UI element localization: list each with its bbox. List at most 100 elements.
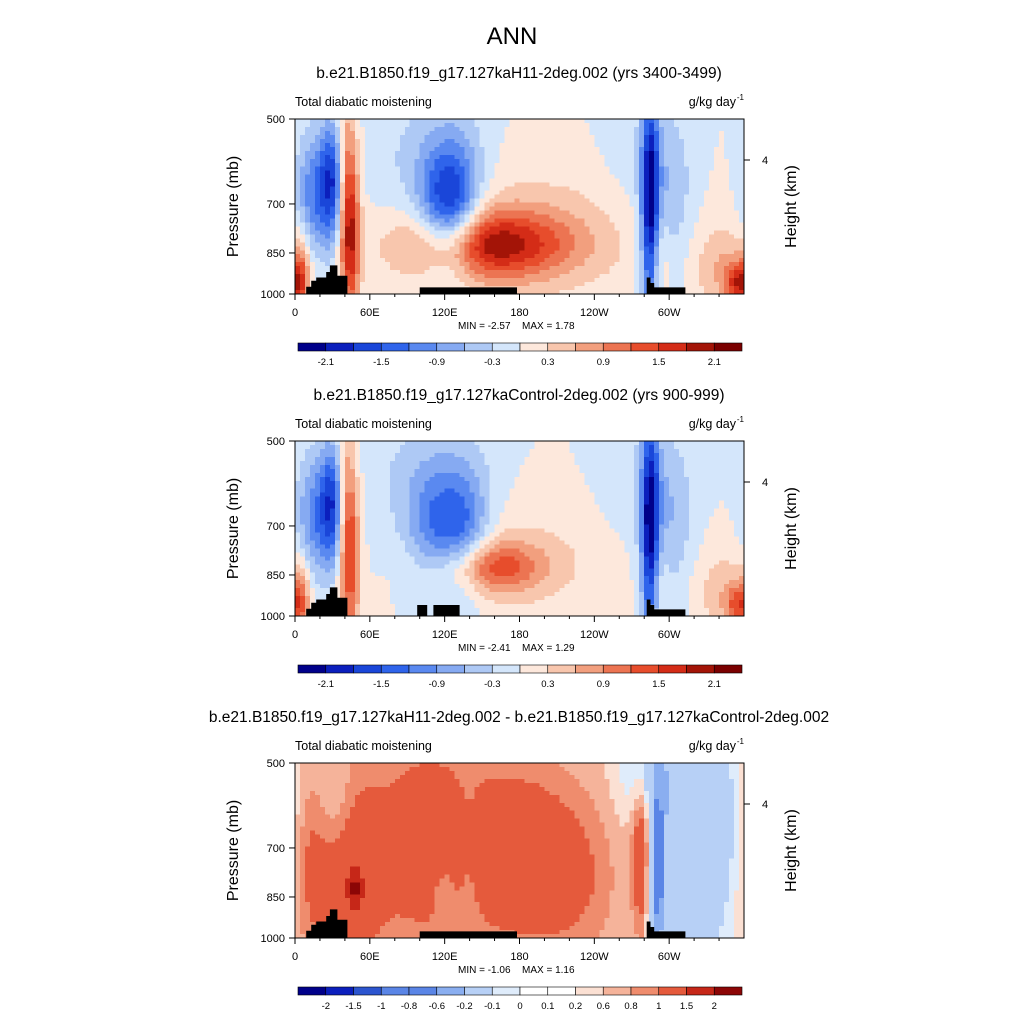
heatmap-cell xyxy=(579,190,585,196)
heatmap-cell xyxy=(619,226,625,231)
heatmap-cell xyxy=(649,190,655,196)
heatmap-cell xyxy=(694,130,700,136)
heatmap-cell xyxy=(684,448,690,454)
heatmap-cell xyxy=(614,464,620,470)
heatmap-cell xyxy=(499,162,506,168)
heatmap-cell xyxy=(409,441,416,446)
heatmap-cell xyxy=(719,190,725,196)
heatmap-cell xyxy=(394,138,401,144)
heatmap-cell xyxy=(404,210,411,216)
heatmap-cell xyxy=(659,282,665,287)
heatmap-cell xyxy=(639,122,645,128)
heatmap-cell xyxy=(549,230,556,235)
heatmap-cell xyxy=(664,258,670,263)
heatmap-cell xyxy=(434,250,441,255)
heatmap-cell xyxy=(479,234,486,239)
heatmap-cell xyxy=(694,286,700,291)
heatmap-cell xyxy=(514,464,521,470)
heatmap-cell xyxy=(434,119,441,124)
heatmap-cell xyxy=(409,218,416,224)
heatmap-cell xyxy=(324,480,331,486)
heatmap-cell xyxy=(569,242,575,247)
heatmap-cell xyxy=(509,456,516,462)
heatmap-cell xyxy=(404,230,411,235)
heatmap-cell xyxy=(634,142,640,148)
heatmap-cell xyxy=(349,154,356,160)
heatmap-cell xyxy=(299,258,306,263)
heatmap-cell xyxy=(624,174,630,180)
heatmap-cell xyxy=(399,472,406,478)
heatmap-cell xyxy=(414,194,421,200)
heatmap-cell xyxy=(359,250,366,255)
x-tick-label: 120W xyxy=(580,307,609,319)
heatmap-cell xyxy=(439,138,446,144)
heatmap-cell xyxy=(694,270,700,275)
heatmap-cell xyxy=(669,452,675,458)
heatmap-cell xyxy=(419,154,426,160)
heatmap-cell xyxy=(309,242,316,247)
heatmap-cell xyxy=(484,480,491,486)
heatmap-cell xyxy=(309,278,316,283)
heatmap-cell xyxy=(609,258,615,263)
heatmap-cell xyxy=(434,230,441,235)
heatmap-cell xyxy=(339,234,346,239)
heatmap-cell xyxy=(624,194,630,200)
heatmap-cell xyxy=(309,262,316,267)
heatmap-cell xyxy=(634,178,640,184)
heatmap-cell xyxy=(689,174,695,180)
heatmap-cell xyxy=(699,150,705,156)
heatmap-cell xyxy=(614,274,620,279)
heatmap-cell xyxy=(424,242,431,247)
heatmap-cell xyxy=(295,126,301,132)
heatmap-cell xyxy=(394,190,401,196)
heatmap-cell xyxy=(679,452,685,458)
heatmap-cell xyxy=(444,170,451,176)
heatmap-cell xyxy=(729,134,735,140)
heatmap-cell xyxy=(374,282,381,287)
heatmap-cell xyxy=(584,452,590,458)
heatmap-cell xyxy=(534,464,541,470)
heatmap-cell xyxy=(364,476,371,482)
heatmap-cell xyxy=(629,210,635,216)
heatmap-cell xyxy=(454,234,461,239)
heatmap-cell xyxy=(479,190,486,196)
heatmap-cell xyxy=(549,444,556,450)
heatmap-cell xyxy=(319,178,326,184)
heatmap-cell xyxy=(499,210,506,216)
heatmap-cell xyxy=(524,238,531,243)
heatmap-cell xyxy=(629,441,635,446)
heatmap-cell xyxy=(449,444,456,450)
heatmap-cell xyxy=(644,210,650,216)
heatmap-cell xyxy=(359,206,366,212)
heatmap-cell xyxy=(409,476,416,482)
heatmap-cell xyxy=(669,134,675,140)
heatmap-cell xyxy=(434,138,441,144)
heatmap-cell xyxy=(594,250,600,255)
heatmap-cell xyxy=(399,460,406,466)
heatmap-cell xyxy=(609,270,615,275)
heatmap-cell xyxy=(574,210,580,216)
heatmap-cell xyxy=(334,230,341,235)
heatmap-cell xyxy=(734,130,740,136)
heatmap-cell xyxy=(459,250,466,255)
heatmap-cell xyxy=(359,126,366,132)
heatmap-cell xyxy=(459,226,466,231)
heatmap-cell xyxy=(295,194,301,200)
heatmap-cell xyxy=(439,166,446,172)
heatmap-cell xyxy=(629,226,635,231)
heatmap-cell xyxy=(619,178,625,184)
heatmap-cell xyxy=(404,480,411,486)
heatmap-cell xyxy=(439,476,446,482)
heatmap-cell xyxy=(739,206,745,212)
heatmap-cell xyxy=(504,142,511,148)
heatmap-cell xyxy=(479,206,486,212)
heatmap-cell xyxy=(374,441,381,446)
heatmap-cell xyxy=(714,186,720,192)
heatmap-cell xyxy=(414,170,421,176)
heatmap-cell xyxy=(729,206,735,212)
heatmap-cell xyxy=(354,464,361,470)
heatmap-cell xyxy=(444,178,451,184)
heatmap-cell xyxy=(354,468,361,474)
heatmap-cell xyxy=(499,222,506,227)
heatmap-cell xyxy=(314,158,321,164)
